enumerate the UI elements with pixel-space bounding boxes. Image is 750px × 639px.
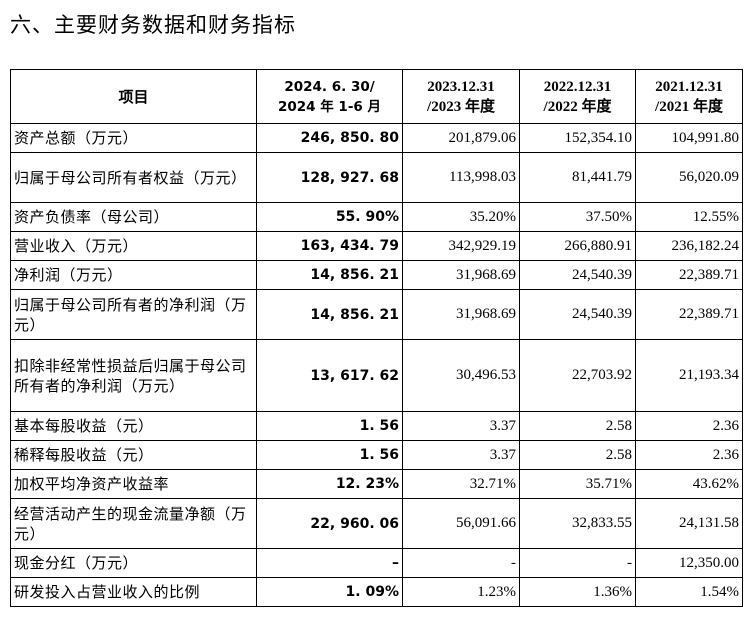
value-2021: 12.55% [635,202,743,232]
table-row: 加权平均净资产收益率 12. 23% 32.71% 35.71% 43.62% [10,469,743,499]
row-label: 经营活动产生的现金流量净额（万元） [10,498,257,549]
header-2024h1: 2024. 6. 30/ 2024 年 1-6 月 [256,69,403,124]
value-2024h1: 128, 927. 68 [256,152,403,203]
header-2021-period: /2021 年度 [655,98,723,115]
value-2022: 22,703.92 [519,339,636,412]
table-row: 营业收入（万元） 163, 434. 79 342,929.19 266,880… [10,231,743,261]
value-2021: 22,389.71 [635,289,743,340]
row-label: 营业收入（万元） [10,231,257,261]
value-2022: - [519,548,636,578]
value-2021: 12,350.00 [635,548,743,578]
value-2023: 30,496.53 [402,339,520,412]
value-2021: 21,193.34 [635,339,743,412]
row-label: 归属于母公司所有者的净利润（万元） [10,289,257,340]
value-2021: 2.36 [635,440,743,470]
value-2022: 24,540.39 [519,289,636,340]
value-2024h1: 22, 960. 06 [256,498,403,549]
section-heading: 六、主要财务数据和财务指标 [10,13,296,37]
value-2023: 35.20% [402,202,520,232]
row-label: 扣除非经常性损益后归属于母公司所有者的净利润（万元） [10,339,257,412]
header-2023: 2023.12.31 /2023 年度 [402,69,520,124]
value-2023: 31,968.69 [402,260,520,290]
value-2023: 31,968.69 [402,289,520,340]
value-2023: 1.23% [402,577,520,607]
value-2023: 32.71% [402,469,520,499]
table-row: 资产负债率（母公司） 55. 90% 35.20% 37.50% 12.55% [10,202,743,232]
value-2022: 35.71% [519,469,636,499]
value-2022: 37.50% [519,202,636,232]
row-label: 现金分红（万元） [10,548,257,578]
value-2022: 32,833.55 [519,498,636,549]
value-2022: 1.36% [519,577,636,607]
row-label: 归属于母公司所有者权益（万元） [10,152,257,203]
header-2022-period: /2022 年度 [543,98,612,115]
value-2024h1: 55. 90% [256,202,403,232]
header-2021-date: 2021.12.31 [655,78,723,95]
value-2024h1: 14, 856. 21 [256,289,403,340]
value-2023: 3.37 [402,440,520,470]
value-2023: 56,091.66 [402,498,520,549]
value-2024h1: 163, 434. 79 [256,231,403,261]
header-2022-date: 2022.12.31 [543,78,612,95]
financial-indicators-table: 项目 2024. 6. 30/ 2024 年 1-6 月 2023.12.31 … [10,69,743,607]
table-row: 净利润（万元） 14, 856. 21 31,968.69 24,540.39 … [10,260,743,290]
value-2024h1: 12. 23% [256,469,403,499]
header-2021: 2021.12.31 /2021 年度 [635,69,743,124]
value-2024h1: 1. 09% [256,577,403,607]
header-2022: 2022.12.31 /2022 年度 [519,69,636,124]
value-2021: 104,991.80 [635,123,743,153]
value-2022: 266,880.91 [519,231,636,261]
value-2023: 3.37 [402,411,520,441]
value-2024h1: – [256,548,403,578]
value-2021: 56,020.09 [635,152,743,203]
value-2022: 2.58 [519,440,636,470]
value-2024h1: 14, 856. 21 [256,260,403,290]
row-label: 加权平均净资产收益率 [10,469,257,499]
value-2024h1: 13, 617. 62 [256,339,403,412]
header-2023-date: 2023.12.31 [427,78,495,95]
value-2023: 201,879.06 [402,123,520,153]
value-2022: 81,441.79 [519,152,636,203]
value-2022: 152,354.10 [519,123,636,153]
value-2023: - [402,548,520,578]
header-item: 项目 [10,69,257,124]
header-item-label: 项目 [118,87,149,106]
value-2024h1: 1. 56 [256,440,403,470]
header-2024h1-date: 2024. 6. 30/ [284,78,375,95]
table-row: 资产总额（万元） 246, 850. 80 201,879.06 152,354… [10,123,743,153]
value-2024h1: 1. 56 [256,411,403,441]
value-2022: 2.58 [519,411,636,441]
value-2021: 1.54% [635,577,743,607]
row-label: 稀释每股收益（元） [10,440,257,470]
table-row: 研发投入占营业收入的比例 1. 09% 1.23% 1.36% 1.54% [10,577,743,607]
value-2023: 113,998.03 [402,152,520,203]
header-2024h1-period: 2024 年 1-6 月 [277,98,382,115]
value-2021: 24,131.58 [635,498,743,549]
table-row: 稀释每股收益（元） 1. 56 3.37 2.58 2.36 [10,440,743,470]
value-2021: 2.36 [635,411,743,441]
row-label: 净利润（万元） [10,260,257,290]
header-2023-period: /2023 年度 [427,98,495,115]
table-row: 现金分红（万元） – - - 12,350.00 [10,548,743,578]
table-header-row: 项目 2024. 6. 30/ 2024 年 1-6 月 2023.12.31 … [10,69,743,124]
row-label: 基本每股收益（元） [10,411,257,441]
row-label: 资产总额（万元） [10,123,257,153]
table-row: 归属于母公司所有者权益（万元） 128, 927. 68 113,998.03 … [10,152,743,203]
value-2024h1: 246, 850. 80 [256,123,403,153]
table-row: 扣除非经常性损益后归属于母公司所有者的净利润（万元） 13, 617. 62 3… [10,339,743,412]
value-2021: 43.62% [635,469,743,499]
value-2021: 22,389.71 [635,260,743,290]
value-2021: 236,182.24 [635,231,743,261]
table-row: 归属于母公司所有者的净利润（万元） 14, 856. 21 31,968.69 … [10,289,743,340]
table-row: 经营活动产生的现金流量净额（万元） 22, 960. 06 56,091.66 … [10,498,743,549]
row-label: 研发投入占营业收入的比例 [10,577,257,607]
value-2022: 24,540.39 [519,260,636,290]
table-row: 基本每股收益（元） 1. 56 3.37 2.58 2.36 [10,411,743,441]
row-label: 资产负债率（母公司） [10,202,257,232]
value-2023: 342,929.19 [402,231,520,261]
